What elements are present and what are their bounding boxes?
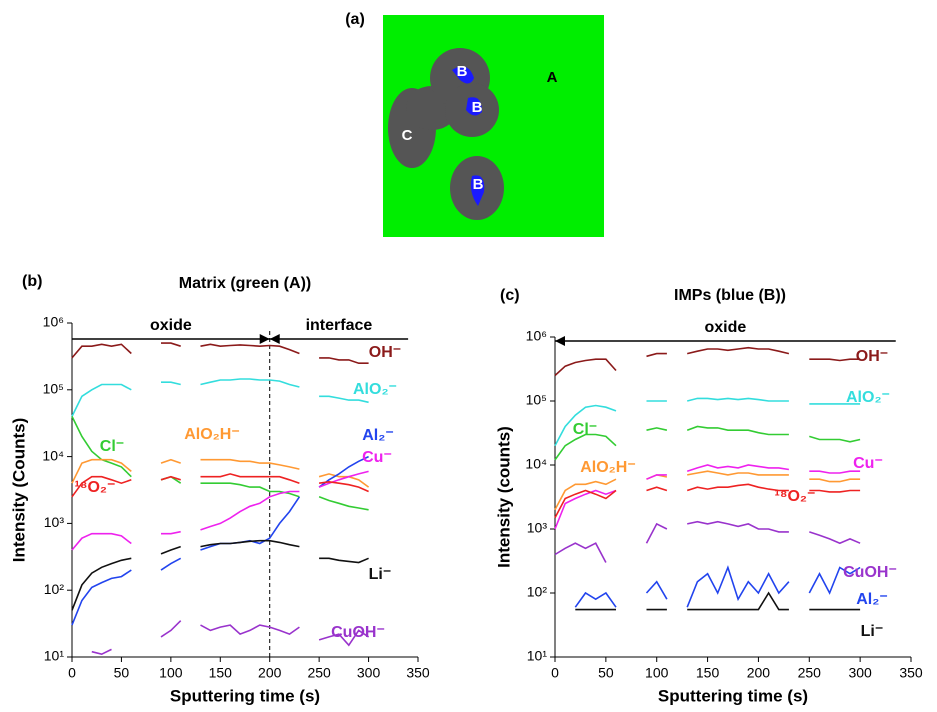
- series-line: [91, 620, 370, 656]
- annotation: interface: [306, 317, 373, 334]
- series-line: [554, 346, 861, 377]
- x-tick-label: 100: [645, 665, 669, 681]
- x-tick-label: 200: [258, 665, 282, 681]
- y-axis-label: Intensity (Counts): [9, 418, 28, 563]
- series-label: Li⁻: [369, 566, 392, 583]
- x-tick-label: 350: [406, 665, 430, 681]
- series-label: OH⁻: [369, 344, 401, 361]
- y-tick-label: 10³: [527, 520, 548, 536]
- x-tick-label: 0: [68, 665, 76, 681]
- y-tick-label: 10⁵: [526, 392, 547, 408]
- region-label: B: [473, 176, 484, 193]
- x-tick-label: 300: [848, 665, 872, 681]
- y-tick-label: 10³: [44, 514, 65, 530]
- series-line: [71, 539, 369, 611]
- series-label: AlO₂H⁻: [184, 426, 240, 443]
- series-label: AlO₂⁻: [353, 381, 397, 398]
- series-label: AlO₂H⁻: [580, 459, 636, 476]
- y-tick-label: 10²: [527, 584, 548, 600]
- y-tick-label: 10⁵: [43, 381, 64, 397]
- y-tick-label: 10⁴: [42, 447, 64, 463]
- panel-label: (a): [345, 11, 365, 28]
- chart-title: Matrix (green (A)): [179, 275, 311, 292]
- chart: IMPs (blue (B)) Sputtering time (s) Intens…: [494, 287, 922, 705]
- y-tick-label: 10⁶: [43, 314, 64, 330]
- arrow-head: [269, 334, 280, 344]
- y-tick-label: 10¹: [44, 648, 65, 664]
- series-line: [554, 397, 861, 447]
- x-axis-label: Sputtering time (s): [658, 686, 808, 705]
- series-label: CuOH⁻: [331, 624, 385, 641]
- y-tick-label: 10¹: [527, 648, 548, 664]
- x-tick-label: 200: [747, 665, 771, 681]
- series-label: Cu⁻: [362, 449, 392, 466]
- y-axis-label: Intensity (counts): [494, 426, 513, 568]
- series-label: ¹⁸O₂⁻: [75, 479, 116, 496]
- arrow-head: [259, 334, 270, 344]
- series-line: [554, 425, 861, 461]
- chart: Matrix (green (A)) Sputtering time (s) Int…: [9, 275, 429, 705]
- imp: [452, 66, 474, 84]
- series-line: [71, 378, 369, 417]
- series-label: CuOH⁻: [843, 564, 897, 581]
- x-tick-label: 300: [357, 665, 381, 681]
- imp: [466, 97, 482, 116]
- x-tick-label: 250: [307, 665, 331, 681]
- y-tick-label: 10⁴: [525, 456, 547, 472]
- region-label: B: [472, 99, 483, 116]
- series-line: [554, 483, 861, 519]
- region-label: A: [547, 69, 558, 86]
- series-label: OH⁻: [856, 348, 888, 365]
- series-label: Al₂⁻: [362, 427, 394, 444]
- annotation: oxide: [704, 319, 746, 336]
- series-label: Cl⁻: [573, 421, 597, 438]
- x-tick-label: 100: [159, 665, 183, 681]
- series-label: Cu⁻: [853, 455, 883, 472]
- series-line: [554, 464, 861, 530]
- region-label: B: [457, 63, 468, 80]
- panel-label: (b): [22, 273, 42, 290]
- imp: [470, 175, 485, 206]
- x-tick-label: 50: [598, 665, 614, 681]
- series-line: [71, 458, 370, 488]
- series-label: Li⁻: [861, 623, 884, 640]
- series-line: [71, 342, 369, 364]
- series-line: [554, 520, 861, 563]
- arrow-head: [555, 336, 565, 346]
- y-tick-label: 10²: [44, 581, 65, 597]
- y-tick-label: 10⁶: [526, 328, 547, 344]
- series-label: AlO₂⁻: [846, 389, 890, 406]
- x-tick-label: 150: [696, 665, 720, 681]
- series-line: [574, 565, 861, 608]
- x-tick-label: 0: [551, 665, 559, 681]
- diagram: A B B C B: [383, 15, 604, 237]
- chart-title: IMPs (blue (B)): [674, 287, 786, 304]
- series-line: [71, 455, 369, 626]
- x-tick-label: 350: [899, 665, 923, 681]
- x-tick-label: 250: [798, 665, 822, 681]
- x-tick-label: 50: [114, 665, 130, 681]
- panel-label: (c): [500, 287, 520, 304]
- series-line: [575, 591, 861, 611]
- series-line: [71, 470, 369, 551]
- series-line: [71, 473, 369, 498]
- series-label: Al₂⁻: [856, 591, 888, 608]
- x-tick-label: 150: [209, 665, 233, 681]
- region-label: C: [402, 127, 413, 144]
- x-axis-label: Sputtering time (s): [170, 686, 320, 705]
- series-label: Cl⁻: [100, 438, 124, 455]
- series-label: ¹⁸O₂⁻: [775, 488, 816, 505]
- annotation: oxide: [150, 317, 192, 334]
